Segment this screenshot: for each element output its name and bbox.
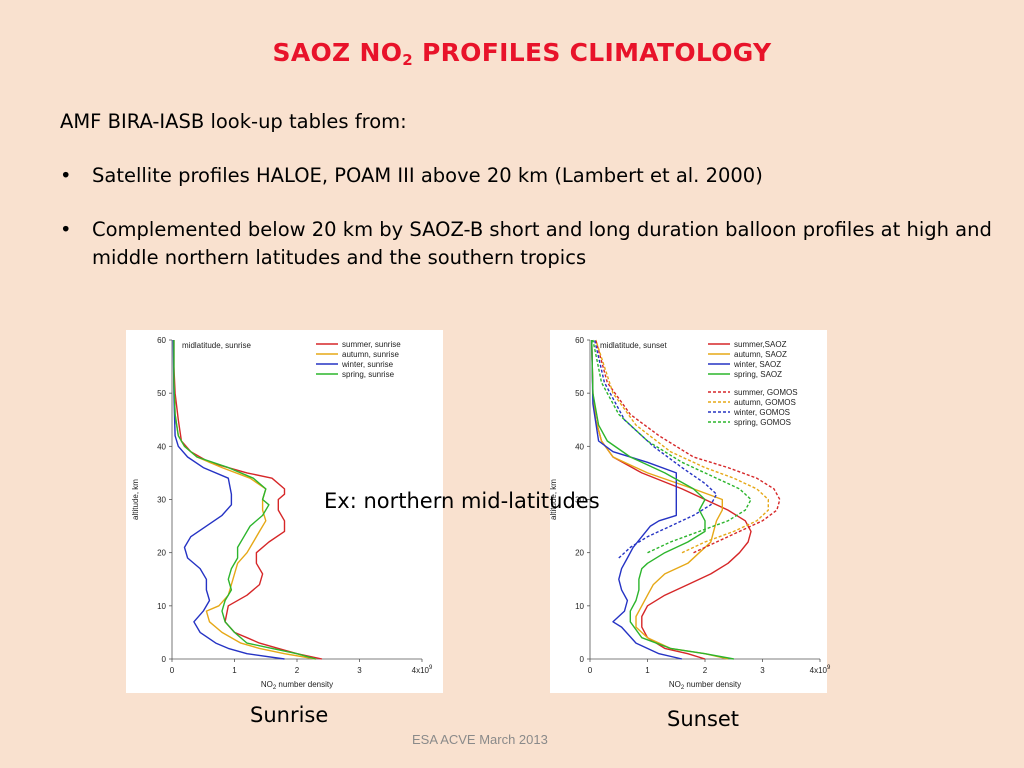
- x-tick-exponent: 9: [429, 665, 433, 671]
- footer-text: ESA ACVE March 2013: [412, 732, 548, 747]
- caption-sunset: Sunset: [667, 707, 740, 731]
- x-tick-label: 4x109: [412, 665, 433, 675]
- y-tick-label: 0: [162, 655, 167, 664]
- legend-label: summer,SAOZ: [734, 340, 787, 349]
- x-axis-label-rest: number density: [684, 680, 741, 689]
- y-tick-label: 0: [580, 655, 585, 664]
- x-tick-label: 3: [760, 666, 765, 675]
- x-tick-exponent: 9: [827, 665, 831, 671]
- sunrise-chart-svg: 0 10 20 30 40 50 60 0 1 2 3 4x109 NO2 number density…: [131, 336, 433, 691]
- x-tick-label: 0: [588, 666, 593, 675]
- y-axis-label: altitude, km: [131, 479, 140, 520]
- x-axis-label: NO2 number density: [669, 680, 741, 691]
- title-main: SAOZ NO: [272, 38, 403, 67]
- example-label: Ex: northern mid-latitudes: [324, 489, 600, 513]
- legend-label: spring, SAOZ: [734, 370, 782, 379]
- x-tick-label: 0: [170, 666, 175, 675]
- x-tick-label: 1: [645, 666, 650, 675]
- y-tick-label: 60: [575, 336, 584, 345]
- legend-label: autumn, sunrise: [342, 350, 399, 359]
- x-axis-label-rest: number density: [276, 680, 333, 689]
- y-axis-label: altitude, km: [549, 479, 558, 520]
- y-tick-label: 10: [575, 602, 584, 611]
- y-tick-label: 50: [157, 389, 166, 398]
- legend-label: autumn, GOMOS: [734, 398, 796, 407]
- series-line: [591, 339, 752, 660]
- chart-title: midlatitude, sunrise: [182, 341, 251, 350]
- series-line: [591, 339, 729, 660]
- bullet-dot: •: [60, 164, 72, 187]
- x-axis-label-sub: 2: [681, 685, 685, 691]
- y-tick-label: 40: [575, 442, 584, 451]
- y-tick-label: 50: [575, 389, 584, 398]
- legend-label: summer, sunrise: [342, 340, 401, 349]
- y-tick-label: 20: [157, 549, 166, 558]
- chart-title: midlatitude, sunset: [600, 341, 667, 350]
- series-line: [173, 340, 316, 660]
- intro-text: AMF BIRA-IASB look-up tables from:: [60, 110, 407, 133]
- x-axis-label-sub: 2: [273, 685, 277, 691]
- title-rest: PROFILES CLIMATOLOGY: [413, 38, 772, 67]
- title-subscript: 2: [402, 51, 413, 69]
- legend-label: winter, GOMOS: [733, 408, 790, 417]
- x-tick-label: 3: [357, 666, 362, 675]
- series-line: [595, 339, 781, 554]
- bullet-dot: •: [60, 218, 72, 241]
- legend-label: winter, sunrise: [341, 360, 394, 369]
- y-tick-label: 30: [157, 496, 166, 505]
- legend-label: summer, GOMOS: [734, 388, 798, 397]
- caption-sunrise: Sunrise: [250, 703, 329, 727]
- y-tick-label: 60: [157, 336, 166, 345]
- y-tick-label: 40: [157, 442, 166, 451]
- legend-label: winter, SAOZ: [733, 360, 781, 369]
- y-tick-label: 10: [157, 602, 166, 611]
- series-line: [173, 340, 316, 660]
- bullet-text: Complemented below 20 km by SAOZ-B short…: [92, 218, 992, 269]
- series-line: [591, 339, 683, 660]
- x-tick-label: 4x109: [810, 665, 831, 675]
- legend-label: spring, GOMOS: [734, 418, 791, 427]
- series-line: [173, 340, 323, 660]
- series-line: [591, 339, 734, 660]
- series-line: [593, 339, 718, 559]
- sunset-chart-svg: 0 10 20 30 40 50 60 0 1 2 3 4x109 NO2 number density…: [549, 336, 831, 691]
- sunrise-chart: 0 10 20 30 40 50 60 0 1 2 3 4x109 NO2 number density…: [126, 330, 443, 693]
- legend-label: autumn, SAOZ: [734, 350, 787, 359]
- y-tick-label: 20: [575, 549, 584, 558]
- series-line: [172, 339, 285, 660]
- series-line: [595, 339, 770, 554]
- x-tick-label: 2: [703, 666, 708, 675]
- x-axis-label: NO2 number density: [261, 680, 333, 691]
- series-line: [592, 339, 752, 554]
- x-tick-label: 2: [295, 666, 300, 675]
- legend-label: spring, sunrise: [342, 370, 395, 379]
- slide-title: SAOZ NO2 PROFILES CLIMATOLOGY: [0, 38, 1024, 69]
- sunset-chart: 0 10 20 30 40 50 60 0 1 2 3 4x109 NO2 number density…: [549, 330, 831, 693]
- bullet-text: Satellite profiles HALOE, POAM III above…: [92, 164, 763, 187]
- x-tick-label: 1: [232, 666, 237, 675]
- y-tick-label: 30: [575, 496, 584, 505]
